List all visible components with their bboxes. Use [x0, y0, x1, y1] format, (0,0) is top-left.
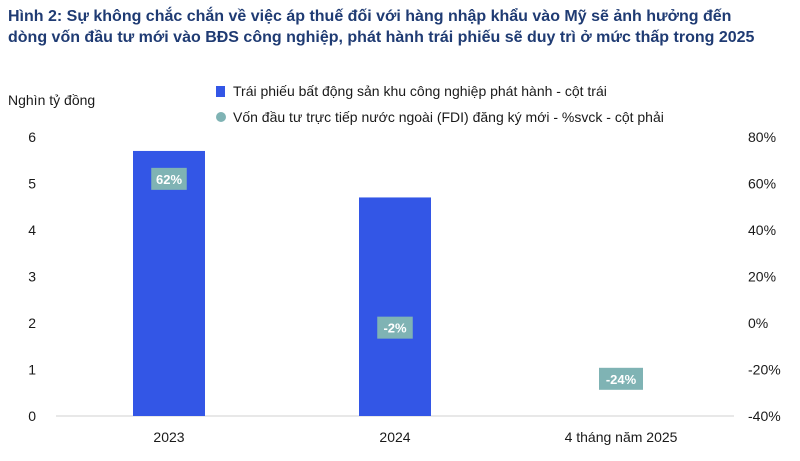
y-axis-unit-label: Nghìn tỷ đồng — [8, 92, 96, 108]
chart-title-line-1: Hình 2: Sự không chắc chắn về việc áp th… — [8, 8, 732, 25]
y-axis-tick-label: 2 — [28, 315, 36, 331]
legend-dot-swatch — [216, 112, 226, 122]
bar-2023 — [133, 150, 205, 416]
legend-bar-swatch — [216, 85, 225, 97]
y-axis-tick-label: 6 — [28, 129, 36, 145]
y2-axis-tick-label: -20% — [748, 362, 781, 378]
y2-axis-tick-label: -40% — [748, 408, 781, 424]
y-axis-tick-label: 3 — [28, 269, 36, 285]
fdi-data-label: -2% — [383, 321, 407, 336]
y2-axis-tick-label: 60% — [748, 176, 776, 192]
legend-label-bonds: Trái phiếu bất động sản khu công nghiệp … — [233, 83, 607, 99]
chart-title: Hình 2: Sự không chắc chắn về việc áp th… — [8, 6, 798, 48]
fdi-data-label: -24% — [606, 372, 637, 387]
chart-legend: Trái phiếu bất động sản khu công nghiệp … — [216, 78, 664, 130]
fdi-marker — [599, 367, 643, 390]
y2-axis-tick-label: 80% — [748, 129, 776, 145]
legend-item-fdi: Vốn đầu tư trực tiếp nước ngoài (FDI) đă… — [216, 104, 664, 130]
bar-2024 — [359, 197, 431, 416]
x-axis-tick-label: 2023 — [153, 429, 184, 445]
fdi-marker — [377, 316, 413, 339]
y2-axis-tick-label: 20% — [748, 269, 776, 285]
y-axis-tick-label: 0 — [28, 408, 36, 424]
fdi-data-label: 62% — [156, 172, 182, 187]
y-axis-tick-label: 1 — [28, 362, 36, 378]
y2-axis-tick-label: 0% — [748, 315, 768, 331]
y-axis-tick-label: 4 — [28, 222, 36, 238]
x-axis-tick-label: 2024 — [379, 429, 410, 445]
x-axis-tick-label: 4 tháng năm 2025 — [565, 429, 678, 445]
legend-label-fdi: Vốn đầu tư trực tiếp nước ngoài (FDI) đă… — [233, 109, 664, 125]
y-axis-tick-label: 5 — [28, 176, 36, 192]
y2-axis-tick-label: 40% — [748, 222, 776, 238]
chart-title-line-2: dòng vốn đầu tư mới vào BĐS công nghiệp,… — [8, 29, 755, 46]
legend-item-bonds: Trái phiếu bất động sản khu công nghiệp … — [216, 78, 664, 104]
fdi-marker — [151, 167, 187, 190]
